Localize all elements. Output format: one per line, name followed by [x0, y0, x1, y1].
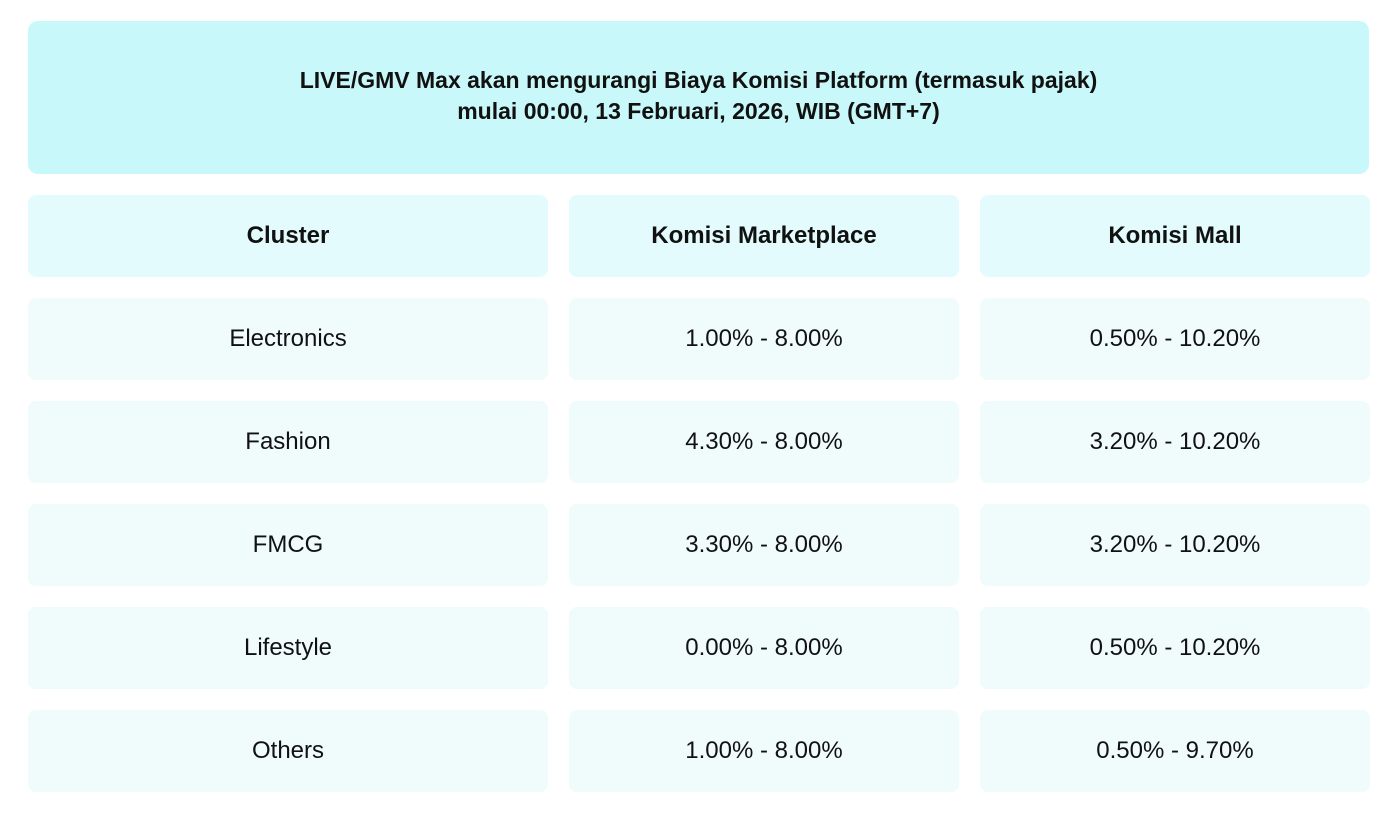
cell-komisi-mall: 0.50% - 10.20% — [980, 607, 1370, 689]
cell-komisi-marketplace: 1.00% - 8.00% — [569, 298, 959, 380]
banner-title-line-1: LIVE/GMV Max akan mengurangi Biaya Komis… — [299, 66, 1098, 93]
cell-cluster: Others — [28, 710, 548, 792]
cell-komisi-mall: 0.50% - 10.20% — [980, 298, 1370, 380]
cell-cluster: Fashion — [28, 401, 548, 483]
cell-komisi-marketplace: 3.30% - 8.00% — [569, 504, 959, 586]
announcement-banner: LIVE/GMV Max akan mengurangi Biaya Komis… — [28, 21, 1369, 174]
cell-komisi-marketplace: 4.30% - 8.00% — [569, 401, 959, 483]
cell-komisi-mall: 3.20% - 10.20% — [980, 504, 1370, 586]
cell-cluster: Lifestyle — [28, 607, 548, 689]
cell-komisi-marketplace: 1.00% - 8.00% — [569, 710, 959, 792]
cell-komisi-marketplace: 0.00% - 8.00% — [569, 607, 959, 689]
header-cluster: Cluster — [28, 195, 548, 277]
cell-komisi-mall: 0.50% - 9.70% — [980, 710, 1370, 792]
header-komisi-mall: Komisi Mall — [980, 195, 1370, 277]
banner-title-line-2: mulai 00:00, 13 Februari, 2026, WIB (GMT… — [457, 97, 940, 124]
cell-cluster: Electronics — [28, 298, 548, 380]
cell-cluster: FMCG — [28, 504, 548, 586]
header-komisi-marketplace: Komisi Marketplace — [569, 195, 959, 277]
cell-komisi-mall: 3.20% - 10.20% — [980, 401, 1370, 483]
